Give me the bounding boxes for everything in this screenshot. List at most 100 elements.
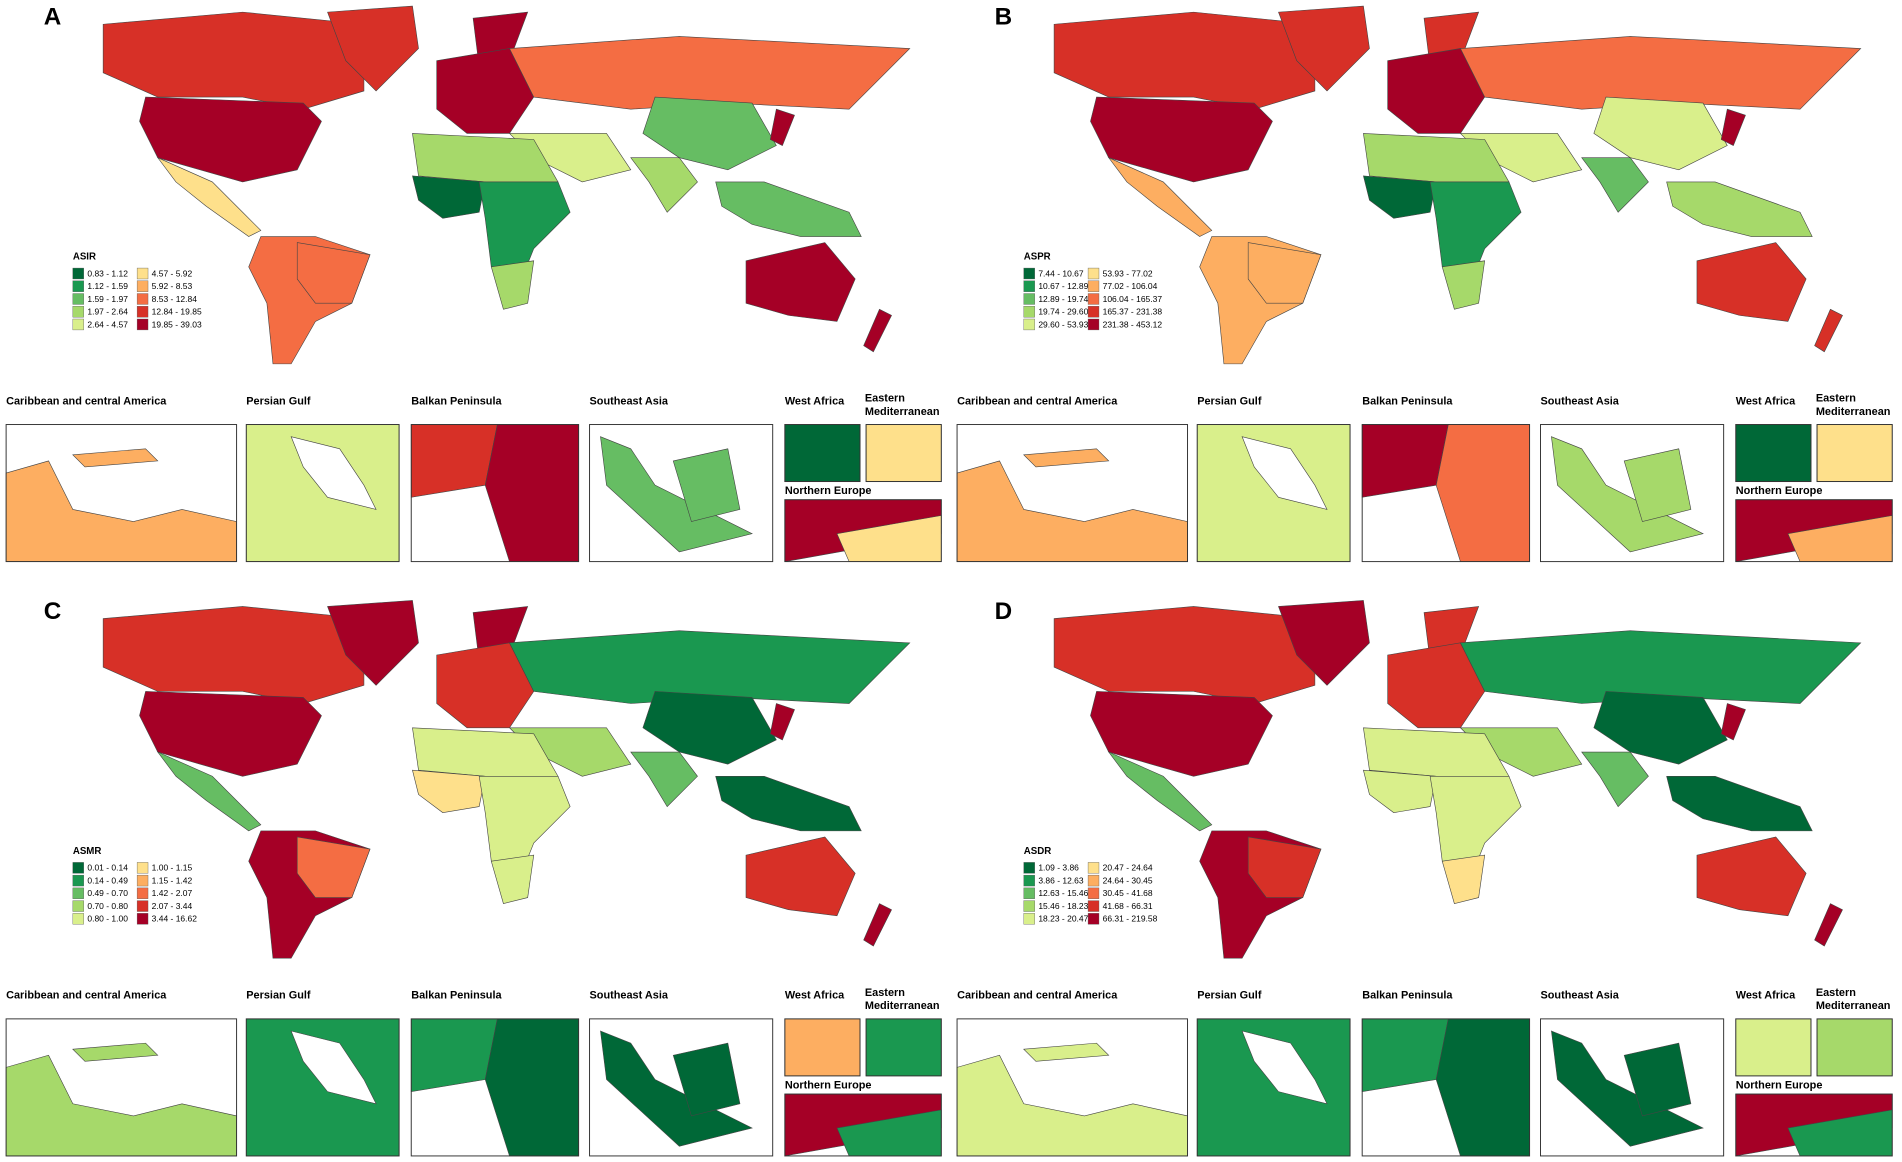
- country: [1814, 903, 1843, 947]
- inset-title: Caribbean and central America: [6, 990, 167, 1002]
- legend-label: 15.46 - 18.23: [1038, 901, 1088, 911]
- country: [412, 769, 486, 813]
- country: [509, 36, 911, 110]
- legend-swatch: [1023, 887, 1035, 899]
- inset-title: Northern Europe: [1736, 1079, 1823, 1091]
- country: [1247, 242, 1322, 304]
- country: [327, 600, 419, 686]
- legend-swatch: [1023, 280, 1035, 292]
- inset-frame: [1361, 424, 1531, 563]
- region: [1623, 448, 1692, 522]
- region: [672, 1042, 741, 1117]
- inset-title: West Africa: [1736, 395, 1796, 407]
- country: [102, 11, 365, 110]
- legend-swatch: [72, 318, 84, 331]
- region: [1435, 1018, 1530, 1157]
- inset-frame: [956, 424, 1189, 563]
- legend-label: 165.37 - 231.38: [1103, 307, 1163, 317]
- legend-label: 0.80 - 1.00: [87, 914, 128, 924]
- inset-frame: [1816, 1018, 1893, 1077]
- region: [1023, 1042, 1110, 1062]
- legend-label: 0.49 - 0.70: [87, 888, 128, 898]
- inset-frame: [589, 1018, 774, 1157]
- legend-swatch: [72, 862, 84, 874]
- legend-swatch: [136, 887, 149, 899]
- country: [1107, 156, 1213, 237]
- country: [769, 703, 795, 741]
- region: [5, 1054, 237, 1157]
- insets: [956, 424, 1893, 563]
- panel: C ASMR 0.01 - 0.14 0.14 - 0.49 0.49 - 0.70 0.…: [5, 598, 942, 1157]
- inset-title: Persian Gulf: [1197, 395, 1262, 407]
- region: [956, 1054, 1188, 1157]
- country: [139, 96, 322, 183]
- region: [410, 424, 498, 498]
- legend-label: 0.83 - 1.12: [87, 268, 128, 278]
- legend-swatch: [136, 280, 149, 292]
- water: [1241, 436, 1328, 510]
- legend-label: 12.89 - 19.74: [1038, 294, 1088, 304]
- region: [865, 424, 942, 482]
- panel: A ASIR 0.83 - 1.12 1.12 - 1.59 1.59 - 1.97 1.…: [5, 4, 942, 563]
- inset-frame: [1196, 1018, 1351, 1157]
- inset-frame: [784, 1093, 942, 1157]
- inset-title: Northern Europe: [1736, 485, 1823, 497]
- inset-frame: [5, 424, 238, 563]
- panel: D ASDR 1.09 - 3.86 3.86 - 12.63 12.63 - 15.4…: [956, 598, 1893, 1157]
- country: [1459, 630, 1862, 704]
- country: [863, 308, 892, 353]
- country: [156, 156, 262, 237]
- legend-label: 231.38 - 453.12: [1103, 319, 1163, 329]
- legend-swatch: [1087, 900, 1100, 912]
- legend-swatch: [1087, 887, 1100, 899]
- legend-swatch: [1087, 293, 1100, 305]
- region: [484, 1018, 579, 1157]
- legend-swatch: [1023, 293, 1035, 305]
- country: [1581, 157, 1649, 213]
- region: [1023, 448, 1110, 468]
- inset-title: Persian Gulf: [1197, 990, 1262, 1002]
- country: [1090, 691, 1273, 777]
- legend-label: 77.02 - 106.04: [1103, 281, 1158, 291]
- inset-title: Southeast Asia: [1540, 395, 1619, 407]
- legend-label: 0.14 - 0.49: [87, 875, 128, 885]
- legend-label: 19.85 - 39.03: [152, 319, 202, 329]
- country: [1720, 703, 1746, 741]
- country: [715, 181, 862, 237]
- panel-letter: D: [995, 598, 1013, 625]
- inset-frame: [1735, 499, 1893, 563]
- inset-frame: [589, 424, 774, 563]
- world-map: [102, 5, 911, 365]
- legend-label: 66.31 - 219.58: [1103, 914, 1158, 924]
- region: [784, 424, 861, 482]
- country: [1247, 836, 1322, 898]
- region: [600, 1030, 753, 1147]
- inset-frame: [1196, 424, 1351, 563]
- world-map: [1053, 5, 1862, 365]
- inset-title: Persian Gulf: [246, 395, 311, 407]
- legend-swatch: [136, 267, 149, 280]
- panel-letter: A: [44, 4, 62, 31]
- inset-title: West Africa: [785, 395, 845, 407]
- region: [72, 448, 159, 468]
- legend-swatch: [136, 913, 149, 925]
- legend-swatch: [136, 306, 149, 318]
- water: [290, 436, 377, 510]
- inset-title: Eastern Mediterranean: [1815, 986, 1891, 1012]
- country: [1814, 308, 1843, 353]
- inset-frame: [784, 499, 942, 563]
- country: [745, 242, 856, 322]
- inset-title: Northern Europe: [785, 1079, 872, 1091]
- country: [715, 775, 862, 832]
- legend-swatch: [1087, 874, 1100, 887]
- legend-swatch: [136, 293, 149, 305]
- inset-title: Caribbean and central America: [957, 990, 1118, 1002]
- country: [296, 242, 371, 304]
- region: [1361, 1018, 1449, 1093]
- panel: B ASPR 7.44 - 10.67 10.67 - 12.89 12.89 - 19…: [956, 4, 1893, 563]
- country: [1581, 751, 1649, 808]
- legend-swatch: [136, 874, 149, 887]
- legend-swatch: [72, 306, 84, 318]
- legend-swatch: [1023, 306, 1035, 318]
- region: [410, 1018, 498, 1093]
